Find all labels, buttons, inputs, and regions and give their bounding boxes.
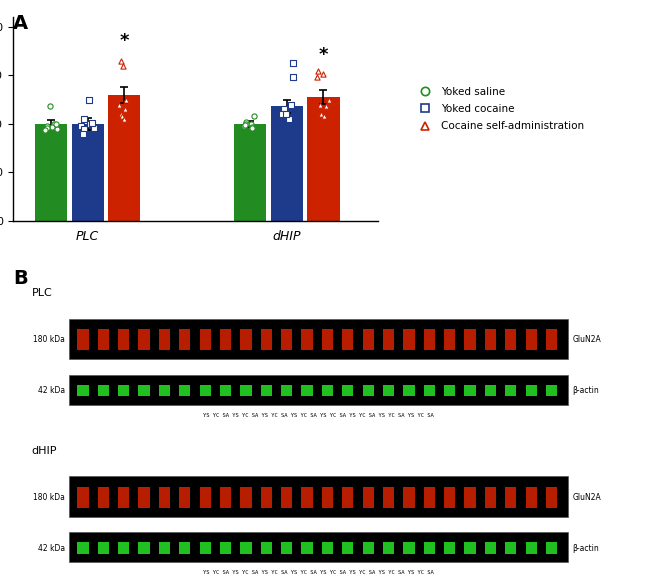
Point [241, 119, 252, 129]
Point [87, 118, 98, 127]
Point [42, 123, 52, 133]
Point [284, 115, 294, 124]
Bar [235, 124, 266, 221]
Point [117, 112, 127, 121]
Point [279, 105, 289, 114]
Point [47, 122, 58, 131]
Text: YS YC SA YS YC SA YS YC SA YS YC SA YS YC SA YS YC SA YS YC SA YS YC SA: YS YC SA YS YC SA YS YC SA YS YC SA YS Y… [203, 412, 434, 417]
Text: 42 kDa: 42 kDa [38, 386, 65, 395]
Point [320, 102, 331, 111]
Bar [35, 124, 67, 221]
Point [89, 123, 99, 133]
Point [246, 119, 256, 129]
Point [249, 112, 259, 121]
Point [52, 124, 62, 133]
Point [318, 112, 329, 121]
Bar [271, 107, 303, 221]
Point [288, 73, 298, 82]
Text: β-actin: β-actin [572, 544, 599, 552]
Text: 180 kDa: 180 kDa [33, 335, 65, 345]
Point [288, 58, 298, 68]
Text: PLC: PLC [32, 288, 53, 298]
Point [44, 101, 55, 110]
Point [313, 66, 324, 75]
Point [118, 61, 129, 71]
Point [116, 56, 127, 65]
Text: dHIP: dHIP [32, 446, 57, 456]
Point [118, 115, 129, 124]
Point [239, 121, 250, 130]
Point [241, 118, 252, 127]
Point [324, 95, 334, 104]
Bar [307, 97, 339, 221]
Point [281, 109, 291, 119]
Point [315, 100, 326, 109]
Text: β-actin: β-actin [572, 386, 599, 395]
Text: 180 kDa: 180 kDa [33, 493, 65, 501]
Point [116, 109, 127, 119]
Text: GluN2A: GluN2A [572, 335, 601, 345]
Point [76, 121, 86, 130]
Text: A: A [13, 14, 28, 34]
Point [276, 109, 287, 119]
Bar [72, 124, 104, 221]
Point [78, 115, 88, 124]
Point [51, 119, 61, 129]
Point [312, 73, 322, 82]
Point [116, 109, 127, 119]
Point [120, 95, 131, 104]
Point [78, 129, 88, 138]
Point [84, 95, 94, 104]
Text: *: * [120, 32, 129, 50]
Legend: Yoked saline, Yoked cocaine, Cocaine self-administration: Yoked saline, Yoked cocaine, Cocaine sel… [411, 82, 588, 135]
Point [49, 119, 59, 129]
Text: YS YC SA YS YC SA YS YC SA YS YC SA YS YC SA YS YC SA YS YC SA YS YC SA: YS YC SA YS YC SA YS YC SA YS YC SA YS Y… [203, 570, 434, 575]
Point [316, 109, 326, 119]
Point [42, 121, 52, 130]
Point [79, 124, 89, 133]
Point [114, 100, 125, 109]
Point [239, 120, 250, 130]
Point [85, 119, 96, 129]
Point [246, 123, 257, 133]
Point [246, 122, 257, 131]
Bar [108, 95, 140, 221]
Text: B: B [13, 269, 28, 288]
Point [40, 125, 51, 134]
Point [120, 105, 130, 114]
Text: 42 kDa: 42 kDa [38, 544, 65, 552]
Text: *: * [318, 46, 328, 64]
Text: GluN2A: GluN2A [572, 493, 601, 501]
Point [286, 100, 296, 109]
Point [318, 69, 329, 78]
